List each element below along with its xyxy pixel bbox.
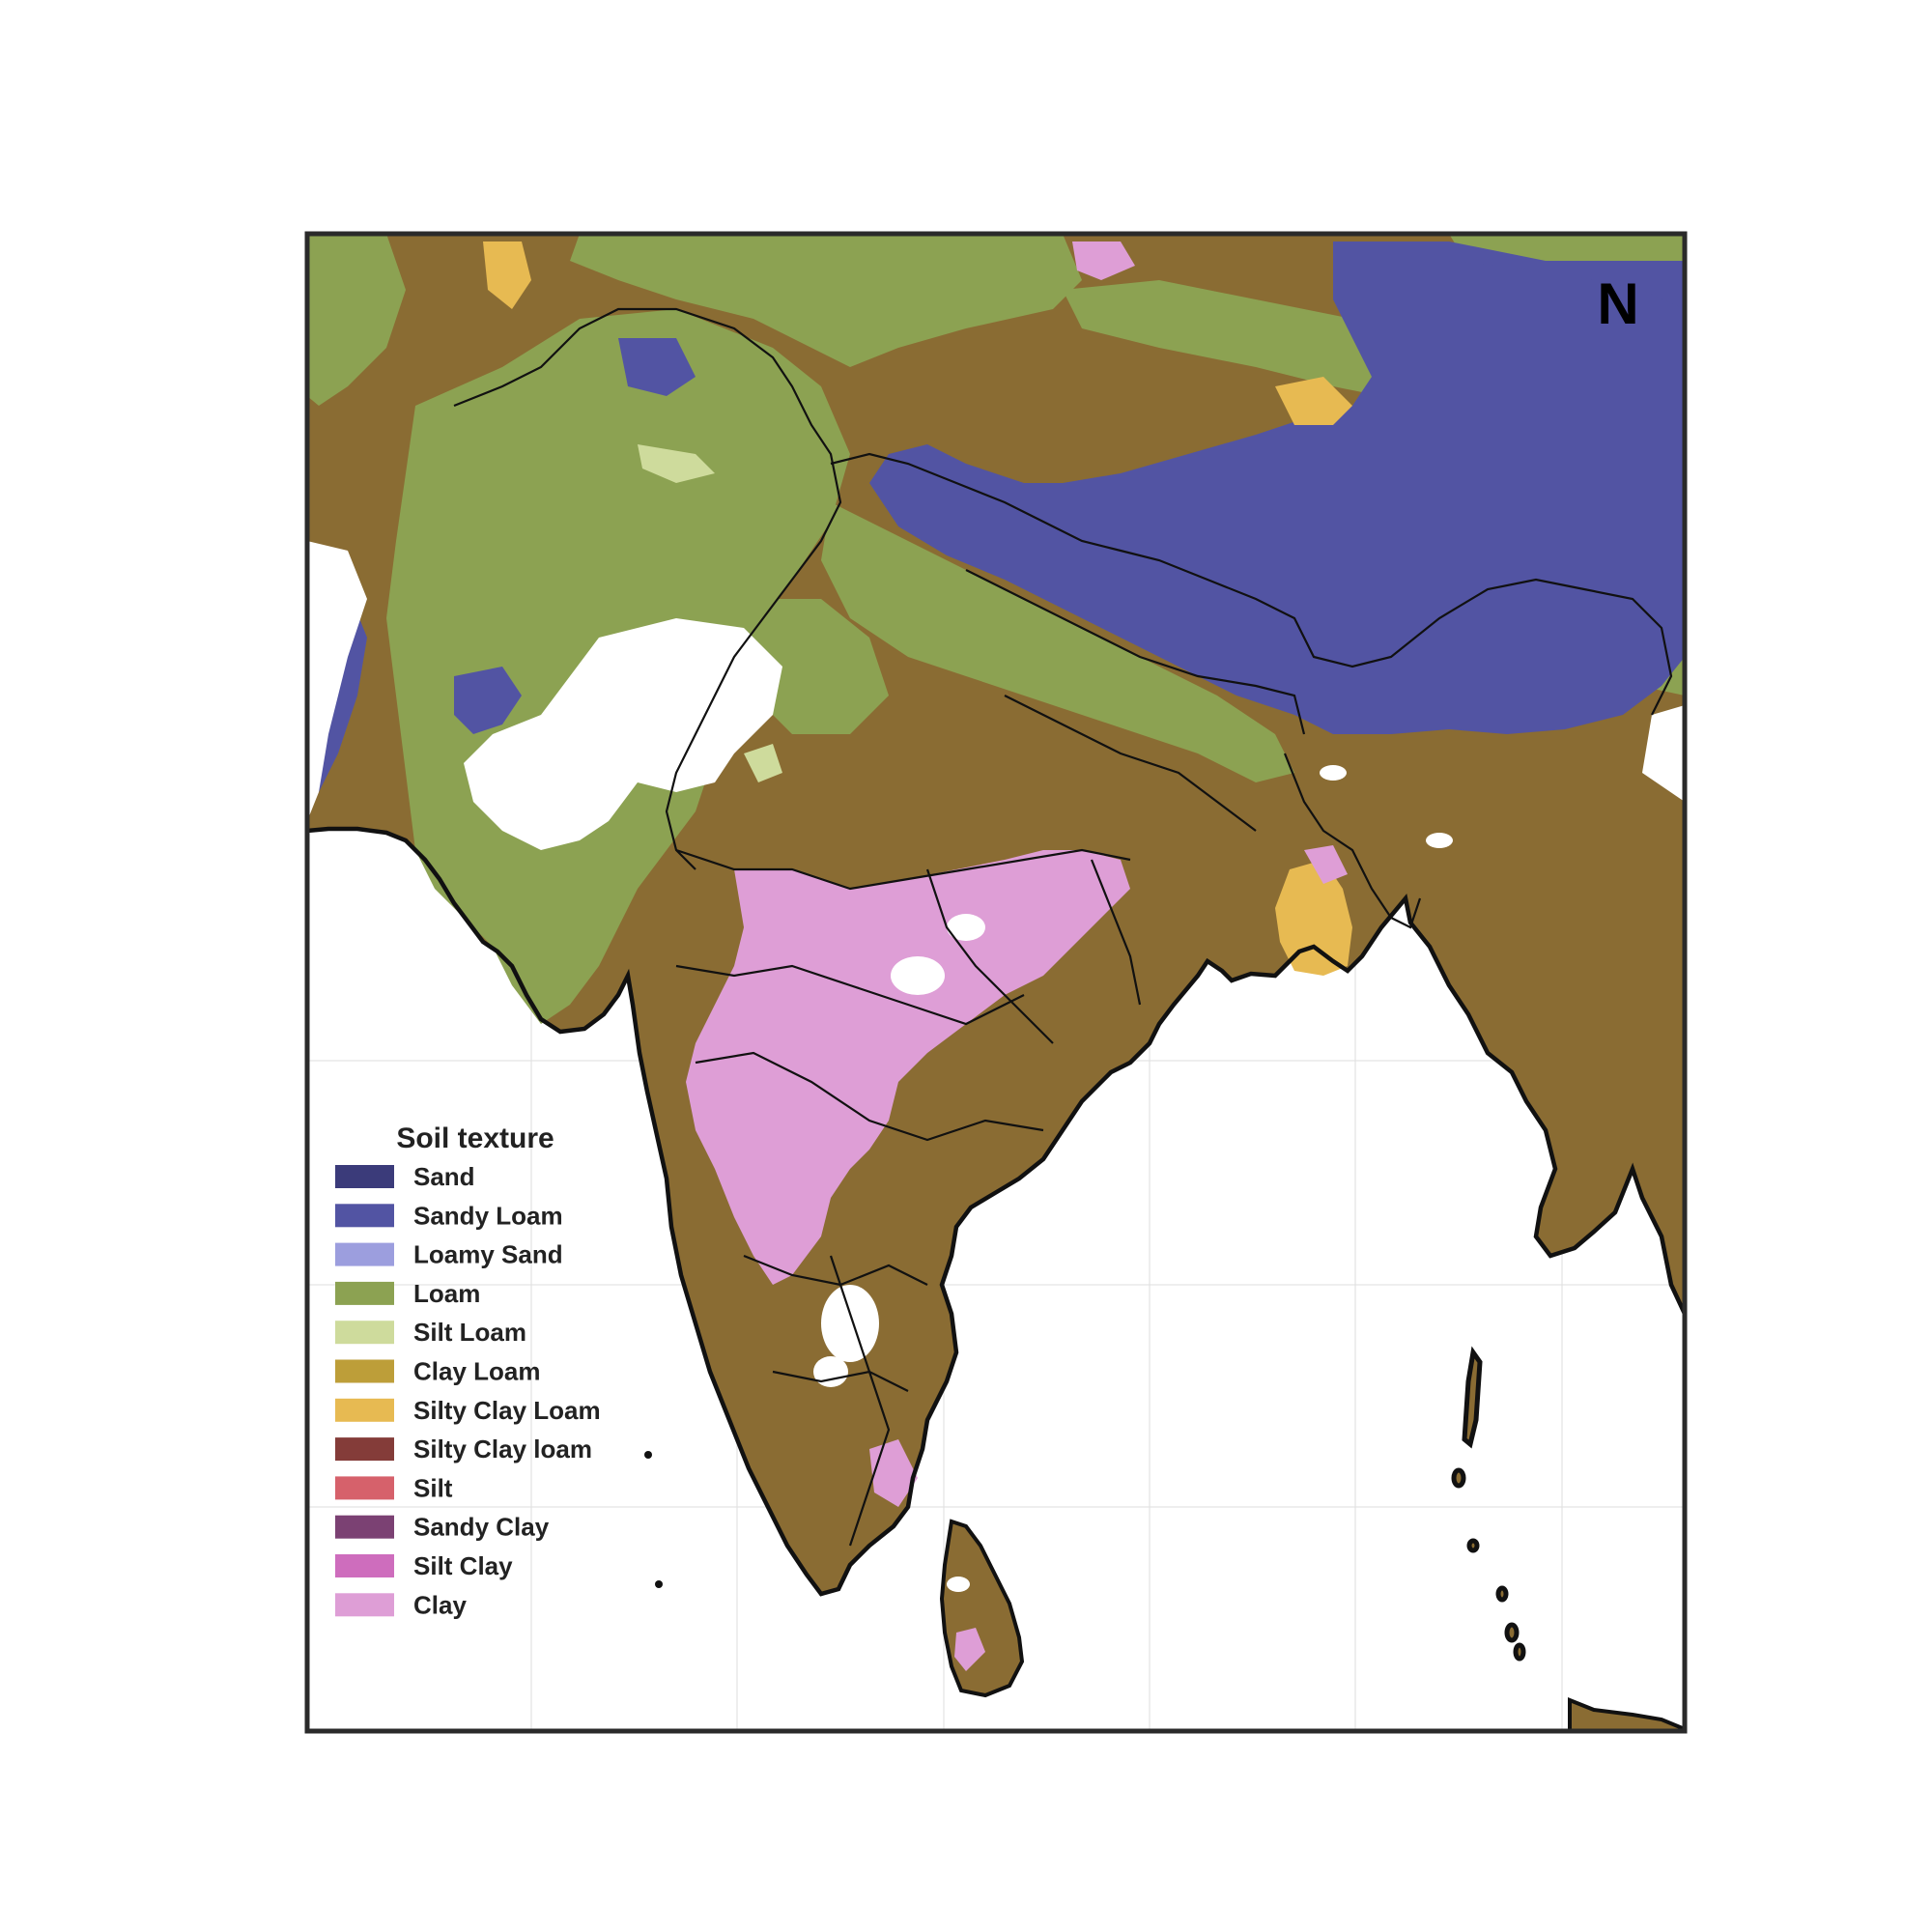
legend-label: Loamy Sand — [413, 1240, 563, 1269]
loam-zone-north — [570, 234, 1082, 367]
legend-swatch-clay-loam — [335, 1359, 394, 1383]
legend-swatch-sandy-clay — [335, 1515, 394, 1539]
soil-texture-layers — [307, 234, 1685, 1671]
legend-label: Clay Loam — [413, 1357, 541, 1386]
west-nodata — [307, 541, 367, 821]
state-border-8 — [1004, 695, 1257, 832]
loam-zone-himalaya — [821, 502, 1294, 782]
legend-items: Sand Sandy Loam Loamy Sand Loam Silt Loam Cla… — [335, 1162, 601, 1619]
legend-swatch-loamy-sand — [335, 1242, 394, 1266]
legend-label: Silt Loam — [413, 1318, 526, 1347]
legend-label: Sandy Loam — [413, 1201, 563, 1230]
state-border-5 — [772, 1370, 909, 1392]
legend-label: Sand — [413, 1162, 475, 1191]
silty-clay-loam-bengal — [1275, 860, 1352, 976]
state-border-3 — [695, 1051, 1044, 1142]
map-frame-border — [304, 231, 1688, 1734]
legend-swatch-silt-clay — [335, 1554, 394, 1577]
legend-swatch-silty-clay-loam — [335, 1398, 394, 1422]
silt-loam-patch-2 — [744, 744, 782, 782]
lakshadweep-islands — [644, 1451, 663, 1588]
loam-zone-north-2 — [307, 234, 406, 406]
clay-sri-lanka — [954, 1628, 985, 1671]
legend-label: Silty Clay loam — [413, 1435, 592, 1463]
coastline-india — [306, 826, 1688, 1597]
legend-swatch-sandy-loam — [335, 1204, 394, 1228]
legend-label: Silt — [413, 1473, 453, 1502]
legend-swatch-loam — [335, 1281, 394, 1305]
legend-label: Clay — [413, 1590, 467, 1619]
thar-nodata — [464, 618, 782, 850]
sandy-loam-tibet — [869, 242, 1685, 734]
deccan-nodata — [813, 765, 1453, 1592]
india-china-border — [830, 452, 1673, 716]
pakistan-afghan-border — [453, 307, 842, 870]
clay-tibet — [1072, 242, 1135, 280]
legend-label: Silty Clay Loam — [413, 1396, 601, 1425]
sandy-loam-kashmir — [618, 338, 696, 396]
andaman-islands — [1451, 1346, 1526, 1662]
legend-swatch-silt-loam — [335, 1321, 394, 1345]
legend-label: Loam — [413, 1279, 480, 1308]
legend-title: Soil texture — [396, 1122, 554, 1154]
sandy-loam-tibet-2 — [1449, 261, 1685, 415]
state-border-1 — [675, 848, 1131, 891]
state-border-6 — [925, 868, 1054, 1044]
clay-south — [869, 1439, 918, 1507]
legend-swatch-silt — [335, 1476, 394, 1500]
silty-clay-loam-tibet — [1275, 377, 1352, 425]
political-borders — [453, 307, 1673, 1547]
silt-loam-patch — [638, 444, 715, 483]
legend: Soil texture Sand Sandy Loam Loamy Sand Loa… — [335, 1122, 601, 1619]
clay-deccan — [686, 850, 1130, 1285]
legend-swatch-clay — [335, 1593, 394, 1617]
state-border-7 — [1090, 859, 1142, 1006]
silty-clay-loam-north — [483, 242, 531, 309]
north-indicator: N — [1597, 271, 1638, 336]
legend-label: Sandy Clay — [413, 1513, 550, 1542]
legend-label: Silt Clay — [413, 1551, 513, 1580]
sandy-loam-pakistan — [454, 667, 522, 734]
bangladesh-border — [1283, 753, 1422, 929]
state-border-9 — [829, 1255, 891, 1547]
legend-swatch-silty-clay-loam — [335, 1437, 394, 1462]
legend-swatch-sand — [335, 1165, 394, 1188]
state-border-2 — [675, 964, 1025, 1026]
nepal-border — [965, 569, 1306, 735]
clay-bengal — [1304, 845, 1348, 884]
